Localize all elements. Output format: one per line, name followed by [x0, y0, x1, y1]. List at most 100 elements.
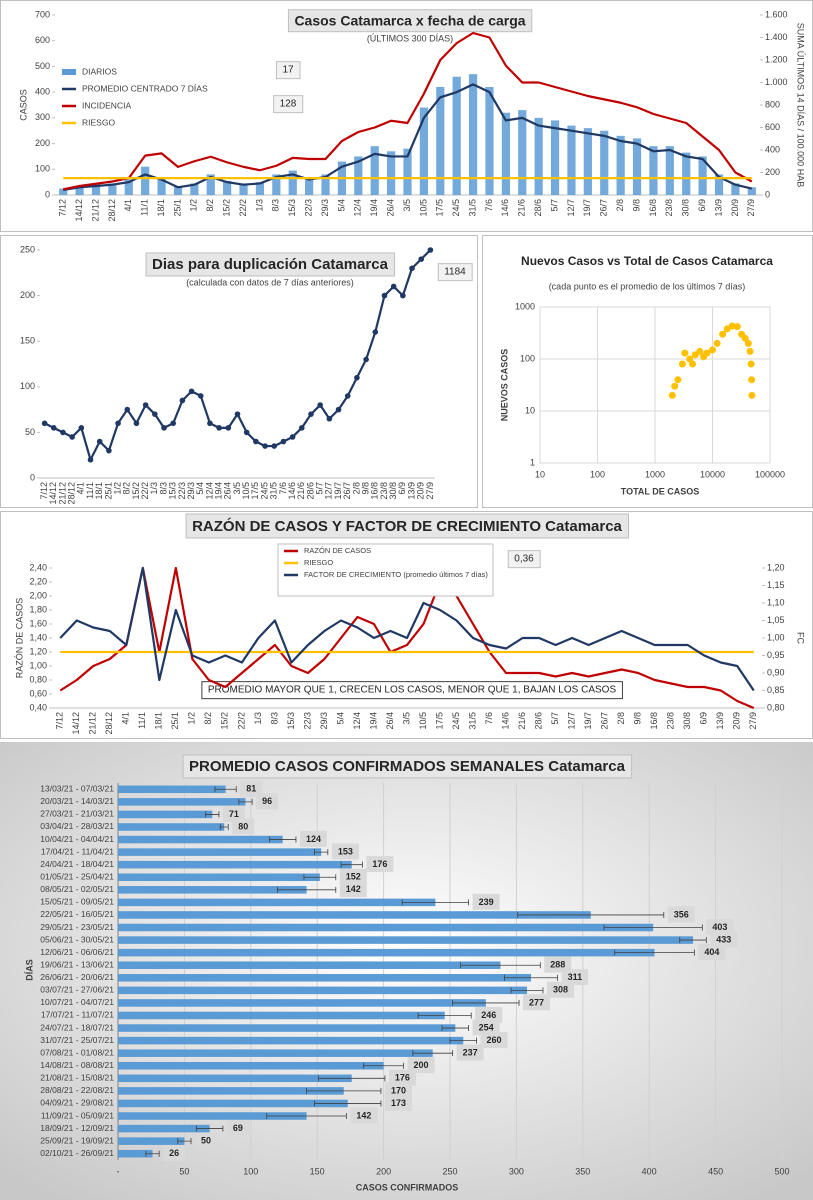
label-box	[232, 818, 255, 835]
bar	[118, 948, 655, 957]
x-tick-label: 31/5	[467, 712, 477, 730]
y-tick-label: 12/06/21 - 06/06/21	[40, 947, 114, 957]
data-label: 237	[463, 1048, 478, 1058]
x-tick-label: 14/6	[500, 199, 510, 217]
x-tick-label: 9/8	[633, 712, 643, 725]
bar	[118, 961, 501, 969]
x-tick-label: 22/2	[238, 199, 248, 217]
x-tick-label: 30/8	[682, 712, 692, 730]
y-tick-label: 0,60	[29, 688, 47, 698]
y-tick-label: 18/09/21 - 12/09/21	[40, 1123, 114, 1133]
bar	[534, 117, 543, 195]
label-box	[544, 956, 572, 973]
data-label: 356	[674, 909, 689, 919]
y2-tick-label: 1,10	[767, 597, 785, 607]
bar	[118, 974, 532, 982]
bar	[118, 1074, 352, 1083]
point	[719, 330, 727, 338]
bar	[468, 74, 478, 195]
x-tick-label: 18/1	[156, 199, 166, 217]
label-box	[185, 513, 630, 539]
marker	[207, 420, 213, 427]
data-label: 142	[356, 1110, 371, 1120]
label-box	[222, 805, 245, 822]
x-tick-label: 1/2	[187, 712, 197, 725]
x-tick-label: 10/5	[418, 199, 428, 217]
y-tick-label: 22/05/21 - 16/05/21	[40, 909, 114, 919]
y-tick-label: 24/04/21 - 18/04/21	[40, 859, 114, 869]
y-tick-label: 11/09/21 - 05/09/21	[41, 1110, 114, 1120]
x-tick-label: 3/5	[401, 712, 411, 725]
marker	[179, 397, 186, 404]
x-tick-label: 23/8	[666, 712, 676, 730]
x-tick-label: 29/3	[186, 482, 196, 500]
marker	[133, 420, 140, 427]
x-tick-label: 21/6	[517, 199, 527, 217]
x-tick-label: 400	[642, 1166, 657, 1176]
x-tick-label: 20/9	[730, 199, 740, 217]
point	[744, 339, 752, 347]
marker	[317, 402, 323, 408]
marker	[372, 329, 379, 335]
marker	[390, 283, 397, 290]
point	[709, 346, 716, 354]
x-tick-label: 20/9	[732, 712, 742, 730]
y2-axis-label: FC	[796, 632, 806, 644]
x-tick-label: 18/1	[94, 482, 104, 500]
error-bar	[276, 886, 337, 893]
x-tick-label: 26/7	[599, 199, 609, 217]
bar	[118, 785, 226, 794]
y-tick-label: 28/08/21 - 22/08/21	[40, 1085, 114, 1095]
y2-tick-label: 400	[765, 144, 780, 154]
error-bar	[412, 1050, 454, 1057]
x-tick-label: 20/9	[416, 482, 426, 500]
y-tick-label: 08/05/21 - 02/05/21	[40, 884, 114, 894]
marker	[60, 429, 66, 436]
line	[63, 83, 753, 191]
marker	[418, 256, 425, 262]
error-bar	[504, 974, 558, 981]
x-tick-label: 6/9	[697, 199, 707, 212]
x-tick-label: 15/2	[220, 712, 230, 730]
x-tick-label: 300	[509, 1166, 524, 1176]
x-tick-label: 12/7	[566, 199, 576, 217]
annotation: 128	[280, 99, 297, 110]
label-box	[331, 843, 359, 860]
y-tick-label: 29/05/21 - 23/05/21	[40, 922, 114, 932]
bar	[118, 860, 352, 869]
marker	[409, 265, 415, 272]
bar	[632, 138, 642, 195]
legend-label: RIESGO	[304, 558, 333, 567]
panel	[0, 235, 478, 508]
bar	[731, 183, 740, 195]
y2-axis-label: SUMA ÚLTIMOS 14 DÍAS / 100.000 HAB	[796, 23, 806, 187]
x-tick-label: 2/8	[351, 482, 361, 495]
annotation: 1184	[444, 267, 466, 278]
bar	[321, 174, 330, 195]
x-tick-label: 3/5	[232, 482, 242, 495]
x-tick-label: 100000	[755, 469, 785, 479]
y-tick-label: 13/03/21 - 07/03/21	[40, 784, 114, 794]
x-tick-label: 7/6	[484, 199, 494, 212]
x-tick-label: 18/1	[154, 712, 164, 730]
x-tick-label: 14/12	[74, 199, 84, 222]
x-tick-label: 12/7	[566, 712, 576, 730]
x-tick-label: 13/9	[406, 482, 416, 500]
x-tick-label: 28/12	[104, 712, 114, 735]
bar	[501, 112, 510, 195]
x-tick-label: 24/5	[259, 482, 269, 500]
bar	[452, 76, 461, 195]
label-box	[523, 994, 551, 1011]
label-box	[145, 252, 396, 277]
panel	[0, 742, 813, 1200]
legend-box	[277, 543, 494, 597]
x-tick-label: 9/8	[631, 199, 641, 212]
data-label: 80	[238, 821, 248, 831]
bar	[118, 911, 591, 919]
marker	[289, 434, 296, 440]
bar	[272, 174, 281, 195]
bar	[288, 170, 297, 195]
bar	[118, 835, 283, 844]
y-tick-label: 05/06/21 - 30/05/21	[40, 934, 114, 944]
bar	[108, 183, 117, 195]
